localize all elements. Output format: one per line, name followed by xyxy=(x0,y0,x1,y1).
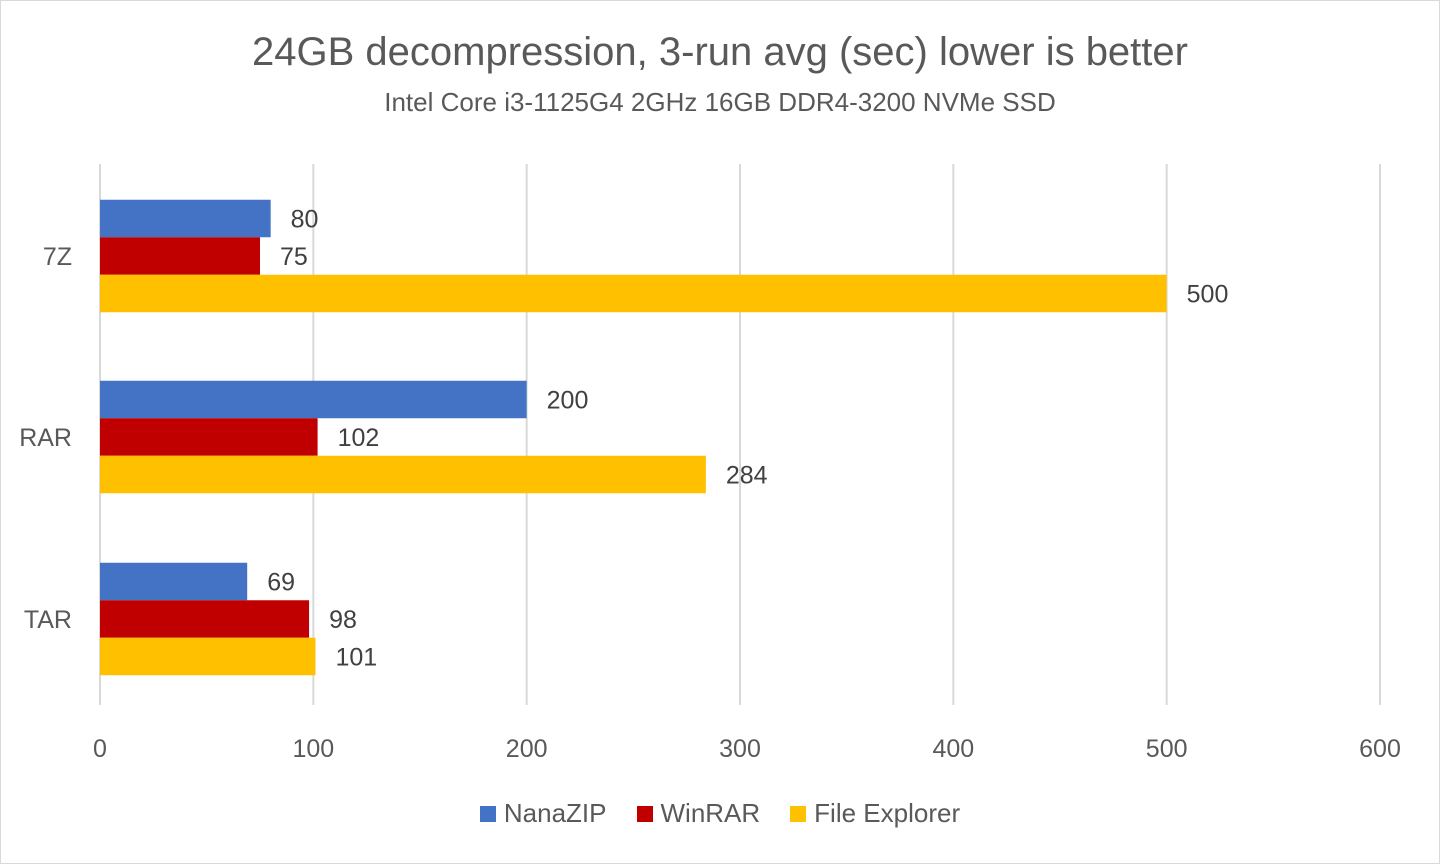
bar-nanazip xyxy=(100,562,248,601)
x-tick-label: 600 xyxy=(1359,735,1401,763)
data-label: 284 xyxy=(726,462,768,490)
bar-winrar xyxy=(100,237,260,275)
data-label: 69 xyxy=(267,569,295,597)
bar-nanazip xyxy=(100,380,527,419)
x-tick-label: 0 xyxy=(93,735,107,763)
x-tick-label: 400 xyxy=(932,735,974,763)
legend-item: WinRAR xyxy=(636,798,761,829)
legend-label: NanaZIP xyxy=(503,798,607,828)
bar-file-explorer xyxy=(100,455,706,494)
legend-label: WinRAR xyxy=(660,798,761,828)
data-label: 98 xyxy=(329,606,357,634)
category-label: 7Z xyxy=(43,243,72,271)
data-label: 500 xyxy=(1187,281,1229,309)
data-label: 200 xyxy=(547,387,589,415)
category-label: RAR xyxy=(19,424,72,452)
bar-file-explorer xyxy=(100,274,1167,313)
legend-label: File Explorer xyxy=(814,798,961,828)
bar-nanazip xyxy=(100,199,271,238)
legend-swatch xyxy=(636,805,653,822)
legend-item: NanaZIP xyxy=(479,798,607,829)
chart-title: 24GB decompression, 3-run avg (sec) lowe… xyxy=(252,30,1188,74)
data-label: 80 xyxy=(291,206,319,234)
x-tick-label: 300 xyxy=(719,735,761,763)
chart-subtitle: Intel Core i3-1125G4 2GHz 16GB DDR4-3200… xyxy=(384,87,1056,117)
x-tick-label: 200 xyxy=(506,735,548,763)
legend: NanaZIP WinRAR File Explorer xyxy=(0,798,1440,829)
legend-swatch xyxy=(479,805,496,822)
bar-winrar xyxy=(100,600,310,638)
data-label: 102 xyxy=(338,424,380,452)
data-label: 101 xyxy=(335,644,377,672)
x-tick-label: 100 xyxy=(292,735,334,763)
bar-winrar xyxy=(100,418,318,456)
data-label: 75 xyxy=(280,243,308,271)
legend-item: File Explorer xyxy=(790,798,960,829)
bar-file-explorer xyxy=(100,637,316,676)
category-label: TAR xyxy=(24,606,72,634)
x-tick-label: 500 xyxy=(1146,735,1188,763)
legend-swatch xyxy=(790,805,807,822)
